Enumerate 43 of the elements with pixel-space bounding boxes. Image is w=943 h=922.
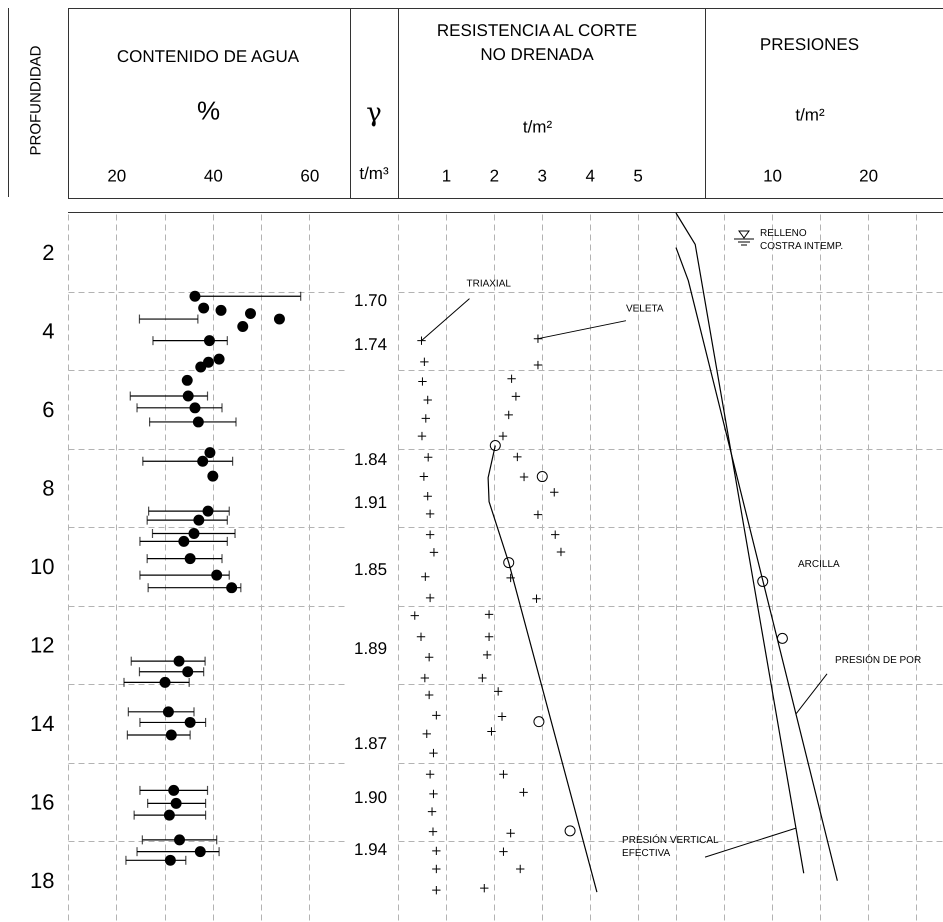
text: t/m³ [359,164,389,183]
x-axis-title: % [196,96,220,126]
y-tick-label: 8 [42,475,54,500]
y-tick-label: 16 [30,790,54,815]
text: 1.91 [354,493,388,512]
annotation: TRIAXIAL [466,278,512,290]
y-tick-label: 10 [30,554,54,579]
text: 1.90 [354,788,388,807]
y-tick-label: 14 [30,711,54,736]
x-axis-title: t/m² [795,106,825,124]
annotation: VELETA [626,304,664,315]
text: 1.94 [354,840,388,859]
y-tick-label: 6 [42,396,54,422]
x-tick-label: 10 [763,166,782,186]
x-tick-label: 2 [490,166,500,186]
chart-title: PRESIONES [760,35,860,54]
x-tick-label: 40 [204,166,223,186]
x-tick-label: 20 [107,166,126,186]
x-tick-label: 5 [633,166,643,186]
text: γ [366,98,382,128]
x-tick-label: 3 [538,166,548,186]
annotation: ARCILLA [798,559,840,570]
text: 1.74 [354,335,388,354]
annotation: RELLENO COSTRA INTEMP. [760,228,844,252]
y-tick-label: 18 [30,868,54,894]
x-tick-label: 1 [442,166,452,186]
text: 1.85 [354,560,388,579]
x-tick-label: 20 [859,166,878,186]
chart-title: RESISTENCIA AL CORTE NO DRENADA [436,21,638,64]
text: 1.87 [354,734,388,753]
chart-title: CONTENIDO DE AGUA [116,47,300,66]
annotation: PRESIÓN VERTICAL EFECTIVA [622,834,719,860]
y-tick-label: 12 [30,632,54,658]
x-tick-label: 4 [585,166,595,186]
y-tick-label: 4 [42,318,54,344]
annotation: PRESIÓN DE POR [835,654,922,666]
text: 1.70 [354,291,388,310]
x-axis-title: t/m² [522,118,552,136]
x-tick-label: 60 [300,166,320,186]
text: 1.84 [354,450,388,469]
text: 1.89 [354,639,388,658]
y-tick-label: 2 [42,240,54,265]
y-axis-title: PROFUNDIDAD [28,45,44,156]
